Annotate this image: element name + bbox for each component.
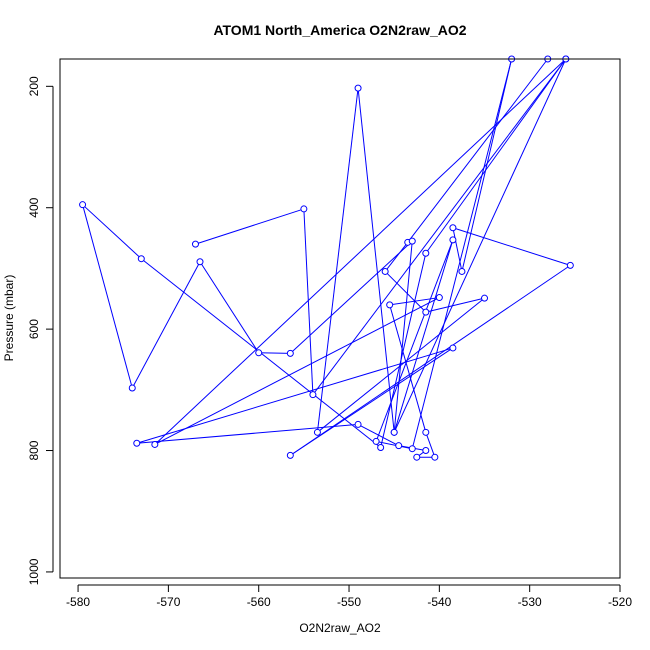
- series-segment: [357, 88, 395, 433]
- data-point: [137, 255, 145, 263]
- data-point: [458, 267, 466, 275]
- y-tick-label: 1000: [27, 558, 41, 585]
- x-axis-label: O2N2raw_AO2: [299, 621, 381, 635]
- data-point: [133, 439, 141, 447]
- data-point: [481, 294, 489, 302]
- y-tick-label: 800: [27, 440, 41, 460]
- chart-title: ATOM1 North_America O2N2raw_AO2: [213, 22, 466, 38]
- y-axis: 200 400 600 800 1000: [27, 76, 54, 585]
- data-point: [408, 445, 416, 453]
- series-segment: [154, 297, 440, 445]
- series-segment: [425, 58, 567, 254]
- series-segment: [425, 297, 485, 313]
- series-segment: [375, 239, 454, 442]
- y-tick-label: 200: [27, 76, 41, 96]
- x-tick-label: -530: [518, 595, 542, 609]
- x-tick-label: -580: [66, 595, 90, 609]
- data-point: [449, 236, 457, 244]
- series-segment: [199, 261, 260, 354]
- data-point: [431, 453, 439, 461]
- series-segment: [312, 58, 567, 395]
- data-point: [151, 440, 159, 448]
- y-axis-label: Pressure (mbar): [2, 275, 16, 362]
- data-point: [377, 443, 385, 451]
- series-segment: [411, 58, 513, 449]
- data-point: [372, 437, 380, 445]
- data-point: [354, 420, 362, 428]
- series-segment: [195, 208, 305, 245]
- series-segment: [452, 227, 463, 272]
- data-point: [413, 453, 421, 461]
- data-point: [79, 201, 87, 209]
- series-segment: [452, 227, 571, 266]
- data-point: [449, 224, 457, 232]
- series-segment: [303, 208, 314, 395]
- data-point: [300, 205, 308, 213]
- data-point: [449, 344, 457, 352]
- series-segment: [82, 204, 133, 389]
- x-tick-label: -550: [337, 595, 361, 609]
- series-segment: [380, 253, 427, 448]
- x-tick-label: -560: [247, 595, 271, 609]
- series-segment: [258, 352, 291, 354]
- data-point: [422, 447, 430, 455]
- data-point: [395, 442, 403, 450]
- series-segment: [82, 204, 142, 260]
- series-segment: [316, 88, 359, 433]
- data-point: [128, 384, 136, 392]
- data-point: [422, 249, 430, 257]
- data-point: [381, 267, 389, 275]
- plot-frame: [59, 58, 621, 579]
- data-point: [354, 84, 362, 92]
- series-segment: [425, 432, 436, 458]
- series-segment: [393, 239, 454, 433]
- series-segment: [384, 271, 427, 313]
- series-segment: [357, 423, 399, 447]
- data-point: [191, 240, 199, 248]
- data-point: [390, 428, 398, 436]
- x-tick-label: -520: [608, 595, 632, 609]
- data-point: [255, 349, 263, 357]
- series-segment: [290, 264, 571, 456]
- series-segment: [154, 58, 567, 445]
- data-point: [566, 261, 574, 269]
- series-segment: [384, 242, 409, 272]
- data-point: [196, 258, 204, 266]
- data-point: [422, 308, 430, 316]
- data-point: [408, 237, 416, 245]
- series-segment: [389, 304, 427, 433]
- series-segment: [461, 58, 513, 272]
- plot-area: [79, 55, 574, 461]
- series-segment: [393, 241, 413, 433]
- y-tick-label: 400: [27, 197, 41, 217]
- series-segment: [290, 347, 454, 456]
- data-point: [313, 428, 321, 436]
- series-segment: [136, 423, 359, 444]
- data-point: [286, 349, 294, 357]
- data-point: [435, 294, 443, 302]
- x-tick-label: -570: [156, 595, 180, 609]
- data-point: [422, 428, 430, 436]
- data-point: [386, 301, 394, 309]
- data-point: [286, 451, 294, 459]
- series-segment: [393, 58, 567, 433]
- data-point: [309, 391, 317, 399]
- x-axis: -580 -570 -560 -550 -540 -530 -520: [66, 584, 632, 609]
- series-segment: [407, 58, 549, 243]
- x-tick-label: -540: [427, 595, 451, 609]
- y-tick-label: 600: [27, 319, 41, 339]
- series-segment: [289, 240, 413, 354]
- series-segment: [131, 261, 201, 389]
